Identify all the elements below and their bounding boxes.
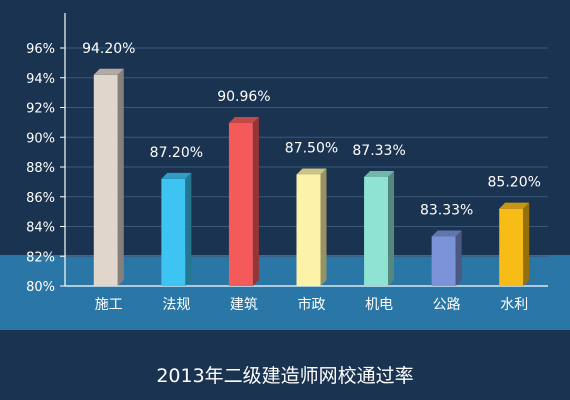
x-category-label: 机电 [365,297,393,313]
value-label: 94.20% [82,41,135,57]
y-tick-label: 92% [26,102,55,117]
bar [93,68,124,287]
bar [161,172,192,286]
bar [296,168,327,286]
x-category-label: 市政 [298,296,326,313]
value-label: 83.33% [420,202,473,218]
value-label: 87.33% [352,143,405,159]
value-label: 87.50% [285,140,338,156]
y-tick-label: 94% [26,72,55,87]
value-label: 90.96% [217,89,270,105]
chart-title: 2013年二级建造师网校通过率 [156,365,413,387]
x-category-label: 公路 [433,297,461,313]
y-tick-label: 90% [26,131,55,146]
x-category-label: 水利 [500,297,528,313]
y-tick-label: 96% [26,42,55,57]
lower-band [0,255,570,330]
y-tick-label: 82% [26,250,55,265]
value-label: 85.20% [488,175,541,191]
bar [499,202,530,286]
bar [364,170,395,286]
bar [431,230,462,286]
x-category-label: 建筑 [230,297,258,313]
x-category-label: 施工 [95,297,123,313]
y-tick-label: 80% [26,280,55,295]
value-label: 87.20% [150,145,203,161]
bar [228,116,259,286]
y-tick-label: 84% [26,221,55,236]
y-tick-label: 88% [26,161,55,176]
y-tick-label: 86% [26,191,55,206]
x-category-label: 法规 [162,297,190,313]
